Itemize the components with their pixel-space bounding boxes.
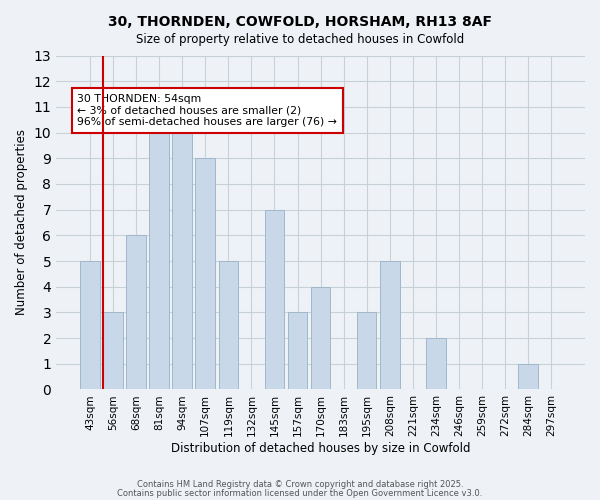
Y-axis label: Number of detached properties: Number of detached properties <box>15 130 28 316</box>
Bar <box>518 364 538 390</box>
Bar <box>103 312 123 390</box>
Text: Contains HM Land Registry data © Crown copyright and database right 2025.: Contains HM Land Registry data © Crown c… <box>137 480 463 489</box>
X-axis label: Distribution of detached houses by size in Cowfold: Distribution of detached houses by size … <box>171 442 470 455</box>
Bar <box>380 261 400 390</box>
Text: 30 THORNDEN: 54sqm
← 3% of detached houses are smaller (2)
96% of semi-detached : 30 THORNDEN: 54sqm ← 3% of detached hous… <box>77 94 337 127</box>
Bar <box>149 107 169 390</box>
Bar <box>80 261 100 390</box>
Bar <box>127 236 146 390</box>
Bar <box>288 312 307 390</box>
Text: Contains public sector information licensed under the Open Government Licence v3: Contains public sector information licen… <box>118 488 482 498</box>
Bar <box>311 286 331 390</box>
Text: Size of property relative to detached houses in Cowfold: Size of property relative to detached ho… <box>136 32 464 46</box>
Bar <box>426 338 446 390</box>
Bar <box>357 312 376 390</box>
Bar <box>218 261 238 390</box>
Bar <box>265 210 284 390</box>
Bar <box>172 107 192 390</box>
Bar <box>196 158 215 390</box>
Text: 30, THORNDEN, COWFOLD, HORSHAM, RH13 8AF: 30, THORNDEN, COWFOLD, HORSHAM, RH13 8AF <box>108 15 492 29</box>
